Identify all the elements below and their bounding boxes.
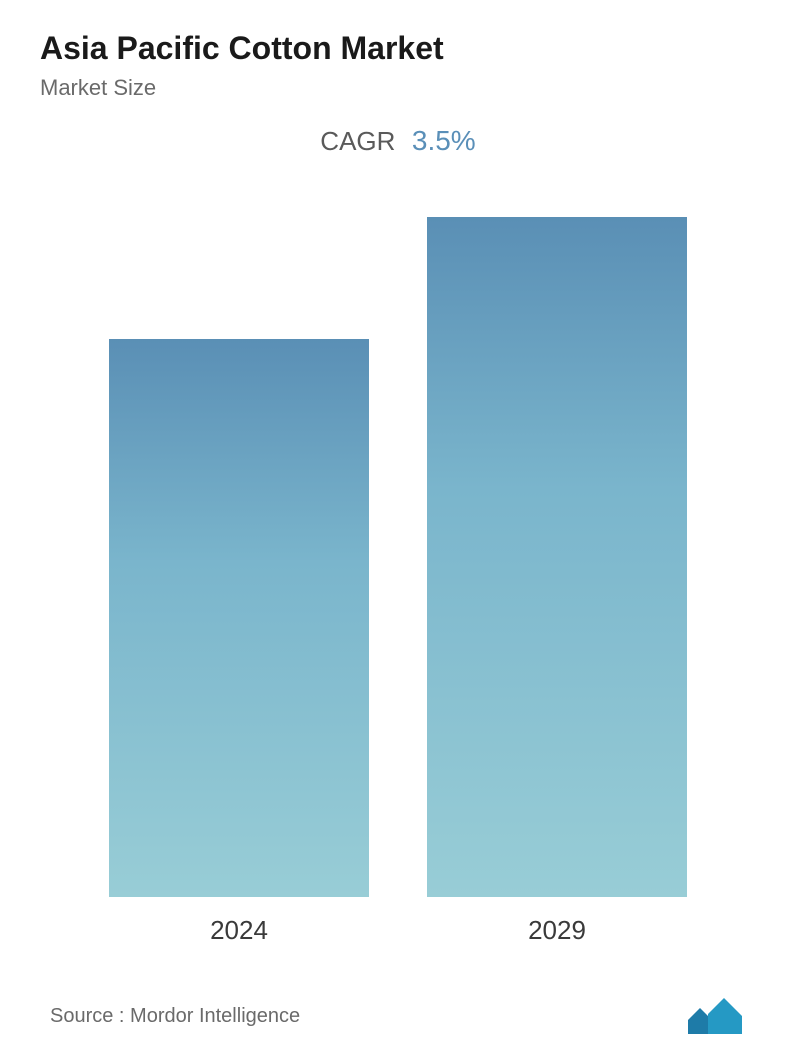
cagr-value: 3.5%: [412, 125, 476, 156]
cagr-row: CAGR 3.5%: [40, 125, 756, 157]
footer: Source : Mordor Intelligence: [40, 996, 756, 1046]
brand-logo: [686, 996, 746, 1036]
bar-group-0: 2024: [109, 339, 369, 946]
chart-area: 2024 2029: [40, 217, 756, 996]
chart-subtitle: Market Size: [40, 75, 756, 101]
bar-label-0: 2024: [210, 915, 268, 946]
source-text: Source : Mordor Intelligence: [50, 1005, 300, 1028]
cagr-label: CAGR: [320, 126, 395, 156]
bar-0: [109, 339, 369, 897]
chart-title: Asia Pacific Cotton Market: [40, 30, 756, 67]
bar-group-1: 2029: [427, 217, 687, 946]
bar-1: [427, 217, 687, 897]
bar-label-1: 2029: [528, 915, 586, 946]
logo-icon: [686, 996, 746, 1036]
